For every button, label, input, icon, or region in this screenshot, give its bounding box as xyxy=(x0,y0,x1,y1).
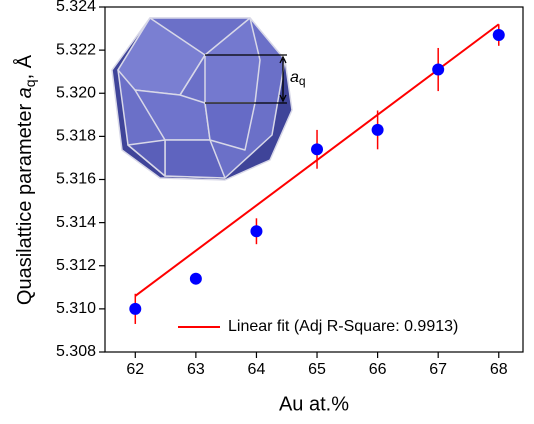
legend-label: Linear fit (Adj R-Square: 0.9913) xyxy=(228,318,458,335)
y-tick-label: 5.318 xyxy=(56,128,96,145)
x-tick-label: 66 xyxy=(369,361,387,378)
data-point xyxy=(129,303,141,315)
inset-subscript: q xyxy=(299,74,306,88)
data-point xyxy=(372,124,384,136)
x-tick-label: 64 xyxy=(248,361,266,378)
data-point xyxy=(190,273,202,285)
x-tick-label: 68 xyxy=(490,361,508,378)
y-label-symbol: a xyxy=(14,87,36,98)
y-tick-label: 5.322 xyxy=(56,41,96,58)
y-label-suffix: , Å xyxy=(13,54,36,79)
x-tick-label: 65 xyxy=(308,361,326,378)
y-tick-label: 5.324 xyxy=(56,0,96,15)
y-label-subscript: q xyxy=(22,79,38,87)
x-tick-label: 62 xyxy=(126,361,144,378)
x-tick-label: 63 xyxy=(187,361,205,378)
y-tick-label: 5.312 xyxy=(56,257,96,274)
x-axis-label: Au at.% xyxy=(279,393,349,415)
y-tick-label: 5.316 xyxy=(56,171,96,188)
y-label-prefix: Quasilattice parameter xyxy=(14,98,36,305)
data-point xyxy=(311,143,323,155)
chart: aq Au at.% Quasilattice parameter aq, Å … xyxy=(0,0,534,424)
data-point xyxy=(432,64,444,76)
inset-polyhedron xyxy=(112,18,292,180)
data-point xyxy=(493,29,505,41)
y-tick-label: 5.308 xyxy=(56,343,96,360)
inset-label: aq xyxy=(290,69,306,88)
y-tick-label: 5.320 xyxy=(56,84,96,101)
y-axis-label: Quasilattice parameter aq, Å xyxy=(13,54,37,305)
inset-symbol: a xyxy=(290,69,299,86)
x-tick-label: 67 xyxy=(429,361,447,378)
y-tick-label: 5.310 xyxy=(56,300,96,317)
y-tick-label: 5.314 xyxy=(56,214,96,231)
data-point xyxy=(250,225,262,237)
